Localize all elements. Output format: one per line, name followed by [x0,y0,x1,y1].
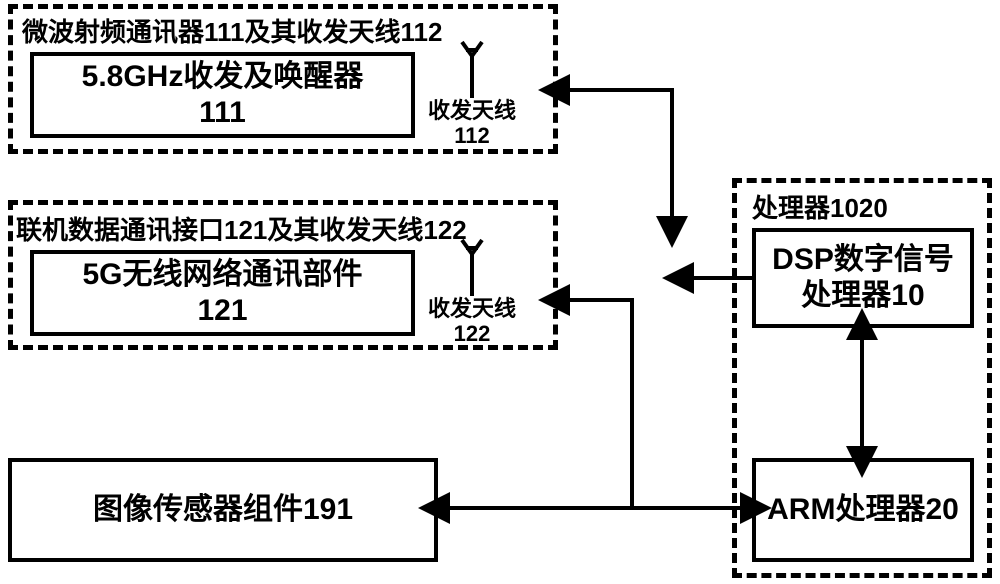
image-sensor-box: 图像传感器组件191 [8,458,438,562]
arm-box: ARM处理器20 [752,458,974,562]
arrow-rf-to-dsp [558,90,672,228]
processor-group-title: 处理器1020 [752,188,888,225]
5g-component-121-box: 5G无线网络通讯部件121 [30,250,415,336]
online-data-group-title: 联机数据通讯接口121及其收发天线122 [16,210,467,247]
dsp-box: DSP数字信号处理器10 [752,228,974,328]
antenna-122-label: 收发天线122 [428,296,516,347]
microwave-rf-group-title: 微波射频通讯器111及其收发天线112 [22,12,442,49]
transceiver-111-box: 5.8GHz收发及唤醒器111 [30,52,415,138]
antenna-112-label: 收发天线112 [428,98,516,149]
arrow-5g-to-arm [558,300,752,508]
